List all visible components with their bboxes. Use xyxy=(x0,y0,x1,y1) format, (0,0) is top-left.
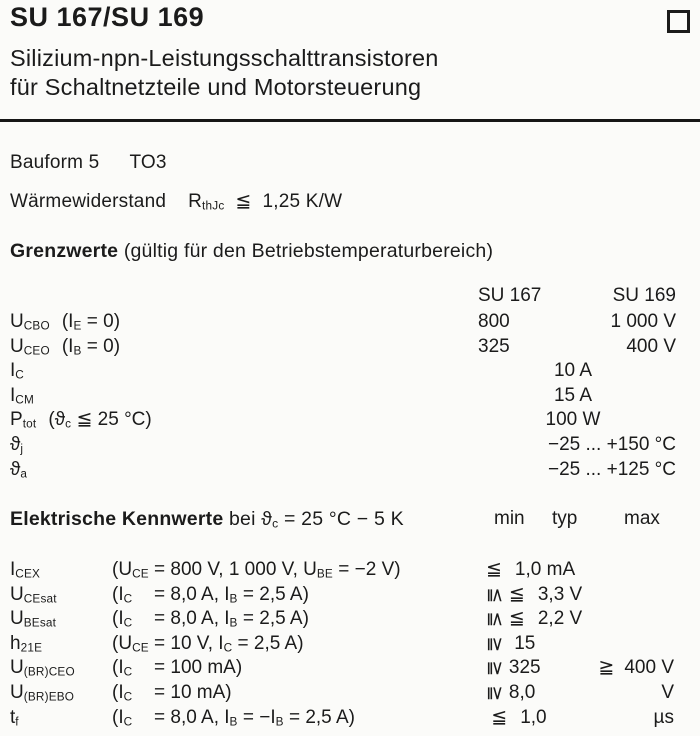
kennwerte-row-icex: ICEX (UCE = 800 V, 1 000 V, UBE = −2 V) ≦… xyxy=(0,558,700,583)
value-su169: 1 000 V xyxy=(610,311,677,332)
grenzwerte-title: Grenzwerte xyxy=(10,240,119,262)
kennwerte-row-tf: tf (IC = 8,0 A, IB = −IB = 2,5 A) ≦ 1,0 µs xyxy=(0,706,700,731)
column-max: max xyxy=(624,508,660,529)
parameter-condition: (IB = 0) xyxy=(61,335,121,358)
condition-symbol: (IC xyxy=(112,583,133,606)
parameter-symbol: UBEsat xyxy=(10,608,57,630)
grenzwerte-row-ptot: Ptot (ϑc ≦ 25 °C) 100 W xyxy=(0,408,700,433)
condition-text: = 8,0 A, IB = 2,5 A) xyxy=(154,608,309,630)
limit-unit: µs xyxy=(653,706,674,728)
kennwerte-row-ucesat: UCEsat (IC = 8,0 A, IB = 2,5 A) ≦ ≦ 3,3 V xyxy=(0,583,700,608)
subtitle-line-1: Silizium-npn-Leistungsschalttransistoren xyxy=(10,45,439,71)
parameter-symbol: ϑj xyxy=(10,433,24,456)
thermal-label: Wärmewiderstand xyxy=(10,191,167,212)
grenzwerte-header-row: SU 167 SU 169 xyxy=(0,282,700,310)
value-su169: 400 V xyxy=(626,335,676,357)
condition-text: = 10 mA) xyxy=(154,681,232,703)
grenzwerte-table: SU 167 SU 169 UCBO (IE = 0) 800 1 000 V U… xyxy=(0,282,700,482)
parameter-symbol: Ptot xyxy=(10,409,37,431)
kennwerte-table: ICEX (UCE = 800 V, 1 000 V, UBE = −2 V) ≦… xyxy=(0,558,700,730)
limit-value: ≧ 8,0 xyxy=(484,681,536,703)
value-shared: 15 A xyxy=(553,384,593,406)
parameter-symbol: U(BR)CEO xyxy=(10,657,75,679)
kennwerte-heading: Elektrische Kennwerte bei ϑc = 25 °C − 5… xyxy=(10,508,404,531)
bauform-label: Bauform 5 xyxy=(10,152,100,173)
condition-text: = 8,0 A, IB = 2,5 A) xyxy=(154,583,309,606)
limit-value: ≦ 1,0 xyxy=(486,706,547,728)
thermal-resistance-line: Wärmewiderstand RthJc ≦ 1,25 K/W xyxy=(10,190,342,213)
column-min: min xyxy=(494,508,525,529)
grenzwerte-note: (gültig für den Betriebstemperaturbereic… xyxy=(118,240,494,262)
condition-symbol: (UCE xyxy=(112,559,149,581)
value-range: −25 ... +150 °C xyxy=(547,433,676,455)
kennwerte-row-ubrebo: U(BR)EBO (IC = 10 mA) ≧ 8,0 V xyxy=(0,681,700,706)
column-su169: SU 169 xyxy=(612,285,676,306)
limit-max: ≧ 400 V xyxy=(598,657,674,679)
limit-unit: V xyxy=(661,681,674,703)
value-su167: 800 xyxy=(478,311,510,332)
condition-symbol: (IC xyxy=(112,681,133,704)
page-title: SU 167/SU 169 xyxy=(10,2,205,32)
limit-value: ≧ 325 xyxy=(484,657,541,679)
condition-text: = 800 V, 1 000 V, UBE = −2 V) xyxy=(154,559,401,581)
subtitle-line-2: für Schaltnetzteile und Motorsteuerung xyxy=(10,74,422,100)
condition-text: = 8,0 A, IB = −IB = 2,5 A) xyxy=(154,706,355,729)
thermal-value: RthJc ≦ 1,25 K/W xyxy=(188,191,343,213)
parameter-symbol: tf xyxy=(10,706,19,729)
value-shared: 100 W xyxy=(545,409,601,431)
condition-symbol: (IC xyxy=(112,608,133,630)
parameter-condition: (ϑc ≦ 25 °C) xyxy=(48,409,152,431)
parameter-symbol: h21E xyxy=(10,632,43,655)
condition-text: = 100 mA) xyxy=(154,657,243,679)
column-su167: SU 167 xyxy=(478,285,542,306)
limit-value: ≦ ≦ 3,3 V xyxy=(484,583,583,605)
parameter-symbol: ICM xyxy=(10,384,34,407)
condition-text: = 10 V, IC = 2,5 A) xyxy=(154,632,304,655)
grenzwerte-row-ic: IC 10 A xyxy=(0,359,700,384)
parameter-symbol: UCEO xyxy=(10,335,50,358)
kennwerte-row-ubrceo: U(BR)CEO (IC = 100 mA) ≧ 325 ≧ 400 V xyxy=(0,656,700,681)
grenzwerte-heading: Grenzwerte (gültig für den Betriebstempe… xyxy=(10,240,493,263)
grenzwerte-row-theta-j: ϑj −25 ... +150 °C xyxy=(0,433,700,458)
limit-value: ≦ ≦ 2,2 V xyxy=(484,608,583,630)
parameter-symbol: U(BR)EBO xyxy=(10,681,75,704)
parameter-symbol: UCEsat xyxy=(10,583,57,606)
value-range: −25 ... +125 °C xyxy=(547,458,676,480)
open-square-icon xyxy=(667,10,690,33)
condition-symbol: (IC xyxy=(112,706,133,729)
parameter-symbol: ϑa xyxy=(10,458,28,481)
limit-value: ≦ 1,0 mA xyxy=(486,559,576,580)
condition-symbol: (IC xyxy=(112,657,133,679)
bauform-line: Bauform 5 TO3 xyxy=(10,152,167,174)
parameter-symbol: ICEX xyxy=(10,559,41,581)
kennwerte-note: bei ϑc = 25 °C − 5 K xyxy=(223,508,404,531)
package-type: TO3 xyxy=(129,152,167,173)
grenzwerte-row-uceo: UCEO (IB = 0) 325 400 V xyxy=(0,335,700,360)
grenzwerte-row-icm: ICM 15 A xyxy=(0,384,700,409)
column-typ: typ xyxy=(552,508,578,529)
parameter-symbol: IC xyxy=(10,360,24,382)
page-subtitle: Silizium-npn-Leistungsschalttransistoren… xyxy=(10,44,439,102)
condition-symbol: (UCE xyxy=(112,632,149,655)
kennwerte-row-h21e: h21E (UCE = 10 V, IC = 2,5 A) ≧ 15 xyxy=(0,632,700,657)
kennwerte-row-ubesat: UBEsat (IC = 8,0 A, IB = 2,5 A) ≦ ≦ 2,2 V xyxy=(0,607,700,632)
limit-value: ≧ 15 xyxy=(484,632,536,654)
grenzwerte-row-ucbo: UCBO (IE = 0) 800 1 000 V xyxy=(0,310,700,335)
value-su167: 325 xyxy=(478,335,510,357)
parameter-condition: (IE = 0) xyxy=(61,311,121,333)
grenzwerte-row-theta-a: ϑa −25 ... +125 °C xyxy=(0,458,700,483)
value-shared: 10 A xyxy=(553,360,593,382)
horizontal-rule xyxy=(0,119,700,122)
kennwerte-title: Elektrische Kennwerte xyxy=(10,508,224,530)
parameter-symbol: UCBO xyxy=(10,311,50,333)
